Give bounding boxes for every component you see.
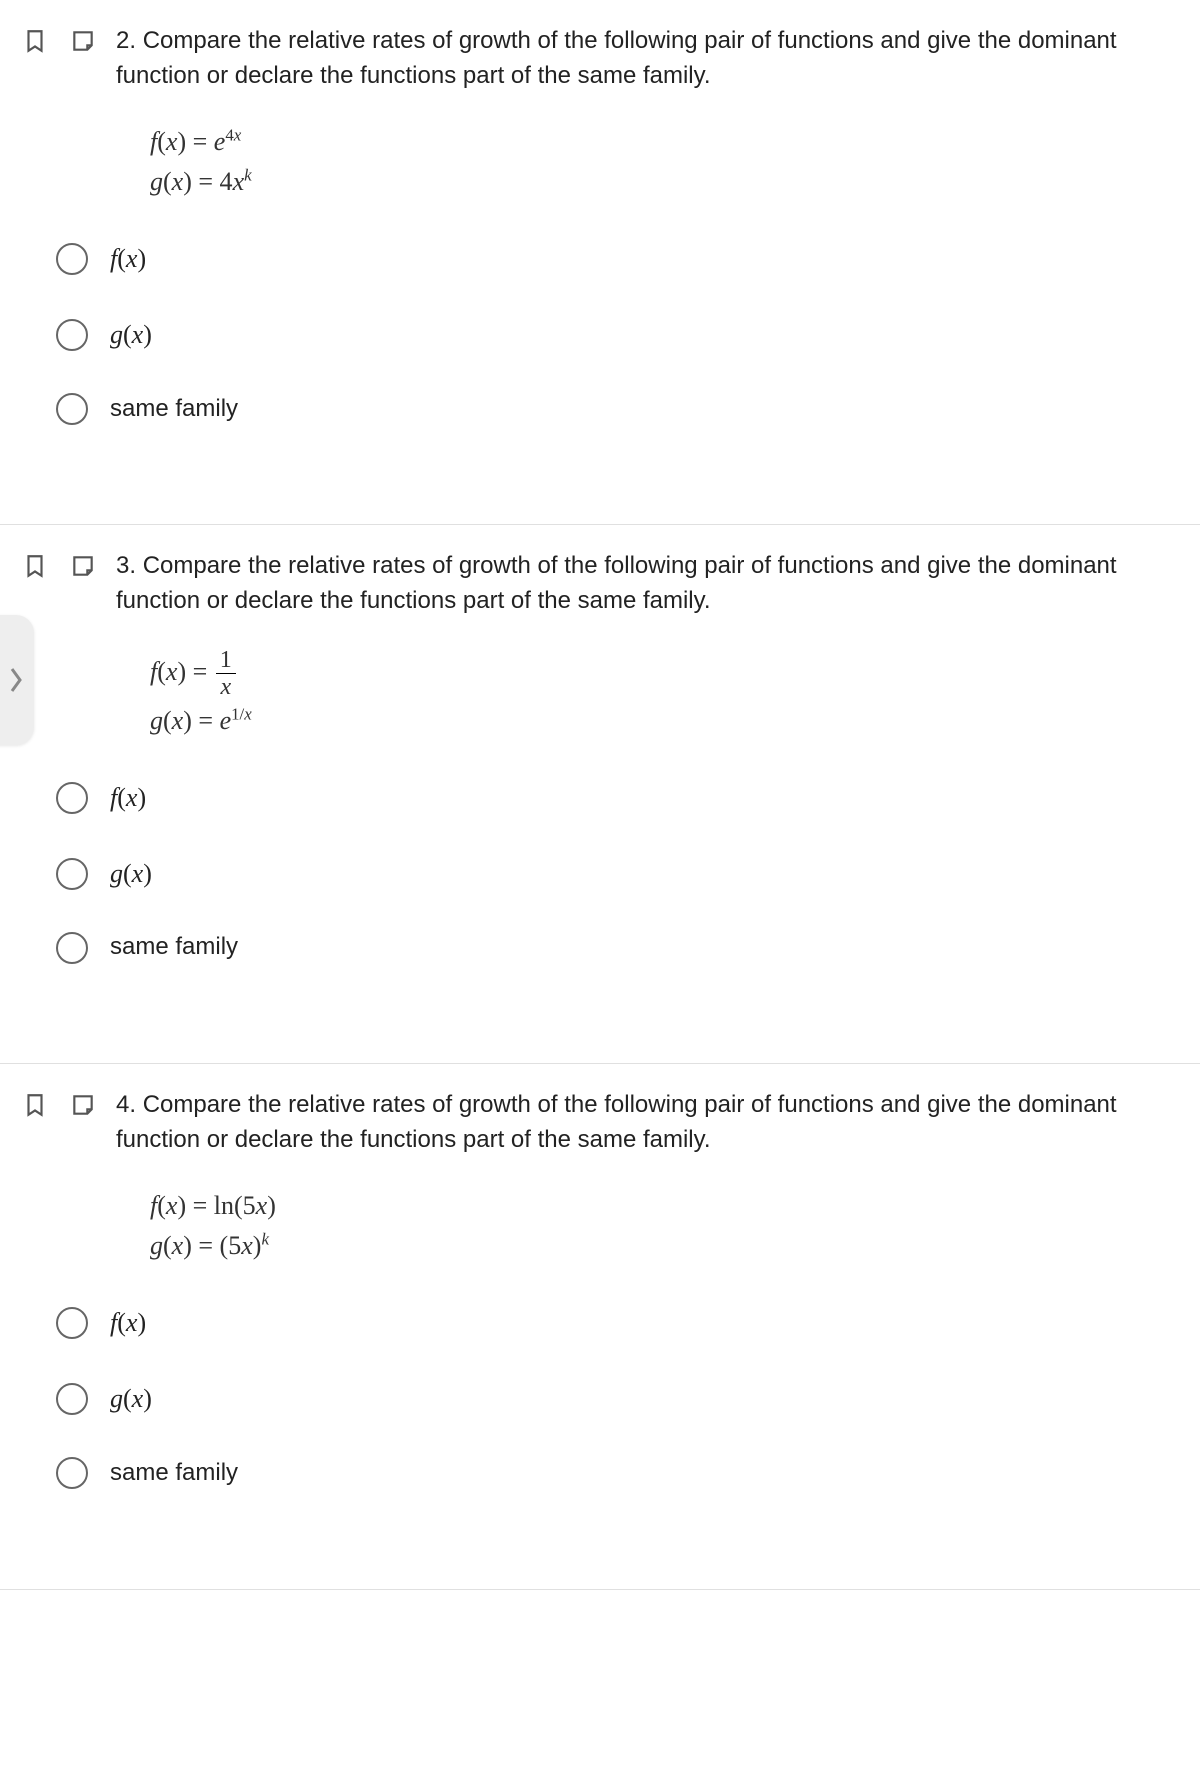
question-text: 3. Compare the relative rates of growth … [116,549,1180,619]
question-text: 4. Compare the relative rates of growth … [116,1088,1180,1158]
radio-icon[interactable] [56,932,88,964]
option-same-family[interactable]: same family [56,1456,1180,1491]
question-number: 4. [116,1091,136,1118]
radio-icon[interactable] [56,1307,88,1339]
bookmark-icon[interactable] [20,551,50,581]
note-icon[interactable] [68,1090,98,1120]
equation-block: f(x) = e4x g(x) = 4xk [150,122,1180,203]
question-prompt: Compare the relative rates of growth of … [116,1091,1117,1153]
radio-icon[interactable] [56,393,88,425]
option-same-family[interactable]: same family [56,392,1180,427]
question-prompt: Compare the relative rates of growth of … [116,552,1117,614]
equation-block: f(x) = ln(5x) g(x) = (5x)k [150,1186,1180,1267]
options-group: f(x) g(x) same family [56,1304,1180,1490]
option-label: same family [110,930,238,965]
question-number: 2. [116,27,136,54]
question-block: 3. Compare the relative rates of growth … [0,525,1200,1064]
option-label: g(x) [110,855,152,893]
question-text: 2. Compare the relative rates of growth … [116,24,1180,94]
question-prompt: Compare the relative rates of growth of … [116,27,1117,89]
question-header: 3. Compare the relative rates of growth … [20,549,1180,619]
radio-icon[interactable] [56,782,88,814]
options-group: f(x) g(x) same family [56,779,1180,965]
option-label: f(x) [110,1304,146,1342]
note-icon[interactable] [68,26,98,56]
radio-icon[interactable] [56,319,88,351]
expand-tab[interactable] [0,615,34,745]
option-label: same family [110,1456,238,1491]
radio-icon[interactable] [56,1383,88,1415]
radio-icon[interactable] [56,1457,88,1489]
question-block: 4. Compare the relative rates of growth … [0,1064,1200,1589]
radio-icon[interactable] [56,858,88,890]
bookmark-icon[interactable] [20,26,50,56]
bookmark-icon[interactable] [20,1090,50,1120]
option-label: f(x) [110,240,146,278]
option-gx[interactable]: g(x) [56,316,1180,354]
options-group: f(x) g(x) same family [56,240,1180,426]
note-icon[interactable] [68,551,98,581]
question-header: 4. Compare the relative rates of growth … [20,1088,1180,1158]
question-header: 2. Compare the relative rates of growth … [20,24,1180,94]
option-same-family[interactable]: same family [56,930,1180,965]
option-label: same family [110,392,238,427]
radio-icon[interactable] [56,243,88,275]
option-gx[interactable]: g(x) [56,855,1180,893]
option-fx[interactable]: f(x) [56,240,1180,278]
option-fx[interactable]: f(x) [56,1304,1180,1342]
question-block: 2. Compare the relative rates of growth … [0,0,1200,525]
option-label: g(x) [110,1380,152,1418]
option-label: f(x) [110,779,146,817]
question-number: 3. [116,552,136,579]
option-label: g(x) [110,316,152,354]
option-fx[interactable]: f(x) [56,779,1180,817]
option-gx[interactable]: g(x) [56,1380,1180,1418]
equation-block: f(x) = 1x g(x) = e1/x [150,647,1180,741]
